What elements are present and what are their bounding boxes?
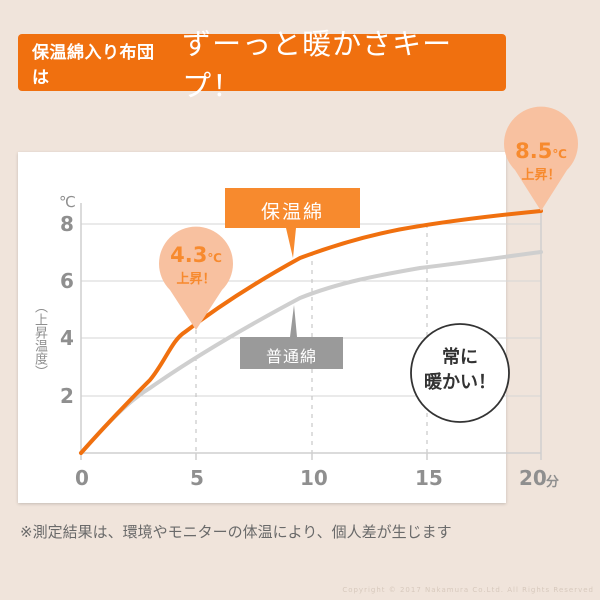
warm-stamp-circle xyxy=(410,323,510,423)
x-unit: 分 xyxy=(546,475,560,490)
y-tick-8: 8 xyxy=(60,212,74,236)
callout-pin-1 xyxy=(159,226,233,330)
y-unit: ℃ xyxy=(59,193,76,211)
callout-2-unit: ℃ xyxy=(552,147,567,161)
stamp-line-1: 常に xyxy=(442,347,478,368)
legend-insulated-label: 保温綿 xyxy=(260,201,324,223)
callout-2-sub: 上昇！ xyxy=(521,168,561,183)
legend-insulated xyxy=(225,188,360,258)
measurement-note: ※測定結果は、環境やモニターの体温により、個人差が生じます xyxy=(20,523,452,541)
series-insulated-line xyxy=(79,209,543,455)
banner-headline: ずーっと暖かさキープ！ xyxy=(182,26,453,103)
y-tick-2: 2 xyxy=(60,384,74,408)
x-tick-15: 15 xyxy=(415,466,443,490)
x-tick-20: 20 xyxy=(519,466,547,490)
callout-1-unit: ℃ xyxy=(207,251,222,265)
copyright: Copyright © 2017 Nakamura Co.Ltd. All Ri… xyxy=(342,586,594,594)
callout-1-value: 4.3 xyxy=(170,243,208,267)
legend-normal xyxy=(240,305,343,369)
x-tick-5: 5 xyxy=(190,466,204,490)
headline-banner: 保温綿入り布団は ずーっと暖かさキープ！ xyxy=(18,27,506,103)
series-normal-line xyxy=(79,250,543,455)
y-tick-4: 4 xyxy=(60,326,74,350)
legend-normal-label: 普通綿 xyxy=(265,347,317,366)
y-axis-label: （上昇温度） xyxy=(32,300,47,378)
callout-2-value: 8.5 xyxy=(515,139,553,163)
y-tick-6: 6 xyxy=(60,269,74,293)
warm-stamp: 常に 暖かい！ xyxy=(411,345,509,395)
callout-2: 8.5℃ 上昇！ xyxy=(503,139,579,183)
stamp-line-2: 暖かい！ xyxy=(424,372,496,393)
callout-1: 4.3℃ 上昇！ xyxy=(158,243,234,287)
banner-prefix: 保温綿入り布団は xyxy=(32,42,155,88)
callout-pin-2 xyxy=(504,106,578,211)
axes xyxy=(80,203,542,460)
callout-1-sub: 上昇！ xyxy=(176,272,216,287)
x-tick-0: 0 xyxy=(75,466,89,490)
x-tick-10: 10 xyxy=(300,466,328,490)
